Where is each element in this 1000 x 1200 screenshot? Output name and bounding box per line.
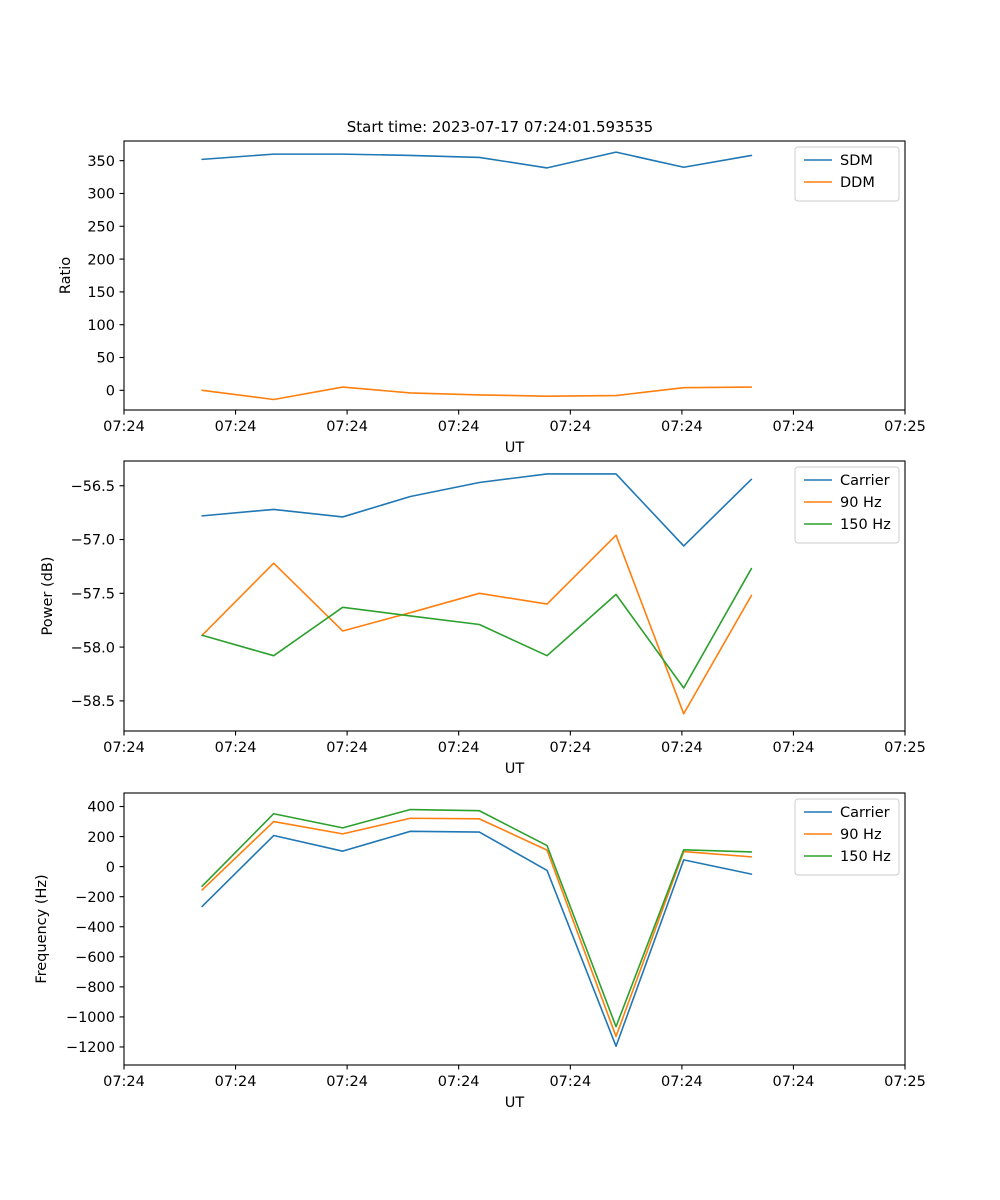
x-tick-label: 07:24 — [326, 740, 368, 756]
legend[interactable]: Carrier 90 Hz 150 Hz — [794, 798, 900, 876]
legend-label-150-hz: 150 Hz — [840, 849, 891, 865]
y-tick-label: 400 — [87, 800, 115, 816]
legend-label-carrier: Carrier — [840, 473, 890, 489]
data-line-150-hz — [201, 808, 753, 1028]
subplot-power: −58.5 −58.0 −57.5 −57.0 −56.5 07:24 07:24 07:24… — [0, 450, 1000, 780]
y-tick-label: 50 — [97, 351, 115, 367]
x-tick-label: 07:24 — [661, 1074, 703, 1090]
data-line-150-hz — [201, 567, 753, 689]
y-tick-label: −400 — [75, 920, 115, 936]
subplot-power-canvas: −58.5 −58.0 −57.5 −57.0 −56.5 07:24 07:24 07:24… — [40, 460, 926, 777]
x-tick-label: 07:24 — [326, 419, 368, 435]
x-tick-label: 07:24 — [326, 1074, 368, 1090]
y-tick-label: 200 — [87, 252, 115, 268]
x-axis-label: UT — [505, 1095, 525, 1111]
x-tick-label: 07:24 — [103, 740, 145, 756]
axes-frame — [123, 140, 906, 411]
y-tick-label: 350 — [87, 154, 115, 170]
y-tick-label: −58.0 — [71, 640, 115, 656]
x-tick-label: 07:25 — [884, 419, 926, 435]
data-line-90-hz — [201, 817, 753, 1038]
x-tick-label: 07:24 — [103, 1074, 145, 1090]
x-tick-label: 07:24 — [215, 419, 257, 435]
y-tick-label: −1200 — [66, 1040, 115, 1056]
legend-label-sdm: SDM — [840, 153, 873, 169]
data-line-sdm — [201, 151, 753, 169]
y-tick-label: 250 — [87, 219, 115, 235]
y-tick-label: 0 — [106, 860, 115, 876]
x-tick-label: 07:25 — [884, 1074, 926, 1090]
subplot-frequency-canvas: −1200 −1000 −800 −600 −400 −200 0 200 400 07:24 07… — [34, 792, 926, 1111]
y-tick-label: −57.0 — [71, 533, 115, 549]
data-line-ddm — [201, 386, 753, 401]
y-axis-label: Ratio — [58, 257, 74, 294]
x-axis-label: UT — [505, 761, 525, 777]
x-tick-label: 07:24 — [661, 419, 703, 435]
legend-label-90-hz: 90 Hz — [840, 495, 882, 511]
y-tick-label: 150 — [87, 285, 115, 301]
y-tick-label: −58.5 — [71, 694, 115, 710]
figure-title: Start time: 2023-07-17 07:24:01.593535 — [346, 118, 654, 136]
y-axis-label: Power (dB) — [40, 557, 56, 636]
x-axis-label: UT — [505, 440, 525, 456]
subplot-ratio: 0 50 100 150 200 250 300 350 07:24 07:24 07:24 07:2… — [0, 130, 1000, 460]
x-tick-label: 07:24 — [215, 740, 257, 756]
y-tick-label: −200 — [75, 890, 115, 906]
x-tick-label: 07:24 — [438, 419, 480, 435]
y-tick-label: −800 — [75, 980, 115, 996]
x-tick-label: 07:24 — [438, 1074, 480, 1090]
y-tick-label: −600 — [75, 950, 115, 966]
legend-label-150-hz: 150 Hz — [840, 517, 891, 533]
x-tick-label: 07:24 — [549, 419, 591, 435]
y-tick-label: 200 — [87, 830, 115, 846]
y-tick-label: 100 — [87, 318, 115, 334]
y-axis-label: Frequency (Hz) — [34, 874, 50, 983]
x-tick-label: 07:24 — [215, 1074, 257, 1090]
legend[interactable]: Carrier 90 Hz 150 Hz — [794, 466, 900, 544]
x-tick-label: 07:24 — [549, 1074, 591, 1090]
y-tick-label: −1000 — [66, 1010, 115, 1026]
y-tick-label: 300 — [87, 187, 115, 203]
legend-label-carrier: Carrier — [840, 805, 890, 821]
y-tick-label: −57.5 — [71, 587, 115, 603]
y-tick-label: 0 — [106, 384, 115, 400]
x-tick-label: 07:24 — [438, 740, 480, 756]
x-tick-label: 07:24 — [773, 419, 815, 435]
subplot-frequency: −1200 −1000 −800 −600 −400 −200 0 200 400 07:24 07… — [0, 780, 1000, 1120]
x-tick-label: 07:24 — [549, 740, 591, 756]
data-line-carrier — [201, 830, 753, 1048]
data-line-90-hz — [201, 534, 753, 715]
x-tick-label: 07:24 — [773, 740, 815, 756]
x-tick-label: 07:24 — [103, 419, 145, 435]
legend[interactable]: SDM DDM — [794, 146, 900, 202]
x-tick-label: 07:25 — [884, 740, 926, 756]
x-tick-label: 07:24 — [661, 740, 703, 756]
axes-frame — [123, 792, 906, 1066]
subplot-ratio-canvas: 0 50 100 150 200 250 300 350 07:24 07:24 07:24 07:2… — [58, 140, 926, 456]
y-tick-label: −56.5 — [71, 479, 115, 495]
x-tick-label: 07:24 — [773, 1074, 815, 1090]
legend-label-90-hz: 90 Hz — [840, 827, 882, 843]
legend-label-ddm: DDM — [840, 175, 875, 191]
axes-frame — [123, 460, 906, 732]
data-line-carrier — [201, 473, 753, 547]
